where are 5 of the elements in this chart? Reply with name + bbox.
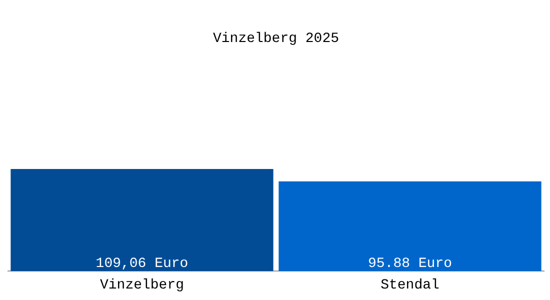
- x-tick-label: Vinzelberg: [100, 277, 184, 294]
- data-label: 95.88 Euro: [368, 256, 452, 272]
- data-label: 109,06 Euro: [96, 256, 188, 272]
- chart-title: Vinzelberg 2025: [212, 31, 340, 48]
- x-tick-label: Stendal: [380, 277, 440, 294]
